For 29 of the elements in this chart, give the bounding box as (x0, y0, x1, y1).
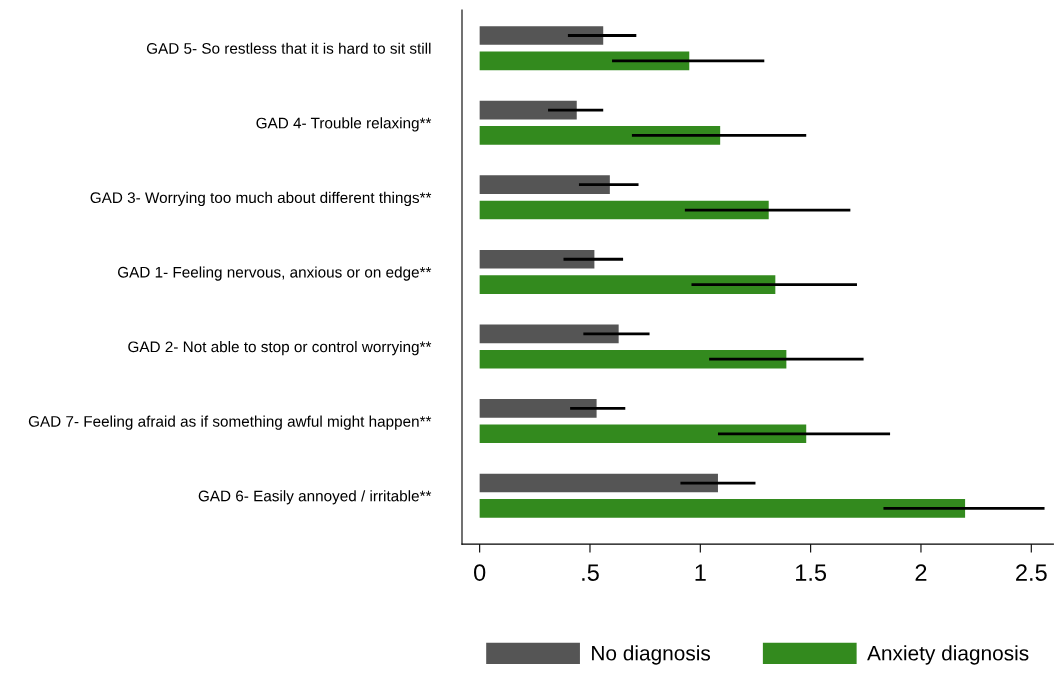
bar (479, 26, 604, 45)
bar (479, 473, 718, 493)
y-tick-label: GAD 1- Feeling nervous, anxious or on edge** (118, 266, 432, 281)
legend-label: Anxiety diagnosis (867, 645, 1029, 665)
bar (479, 100, 577, 120)
y-tick-label: GAD 5- So restless that it is hard to sit still (146, 42, 431, 54)
bar (479, 399, 597, 418)
bar (479, 275, 776, 294)
legend-label: No diagnosis (592, 645, 711, 665)
bar (479, 200, 769, 220)
y-tick-label: GAD 2- Not able to stop or control worrying** (128, 340, 432, 356)
x-tick-label: 2.5 (1016, 564, 1047, 581)
y-tick-label: GAD 6- Easily annoyed / irritable** (198, 490, 432, 505)
y-tick-label: GAD 4- Trouble relaxing** (256, 117, 432, 132)
x-tick-label: .5 (582, 564, 599, 581)
bar (479, 51, 690, 71)
bar (479, 424, 807, 444)
bar (479, 126, 721, 145)
y-tick-label: GAD 3- Worrying too much about different things** (90, 191, 432, 207)
y-tick-label: GAD 7- Feeling afraid as if something awful might happen** (28, 415, 432, 430)
bar (479, 249, 595, 269)
bar (479, 175, 610, 194)
x-tick-label: 0 (474, 564, 486, 581)
bar (479, 499, 966, 518)
x-tick-label: 2 (915, 564, 927, 581)
bar (479, 349, 787, 369)
bar (479, 324, 619, 344)
x-tick-label: 1.5 (796, 564, 827, 581)
x-tick-label: 1 (695, 564, 706, 581)
